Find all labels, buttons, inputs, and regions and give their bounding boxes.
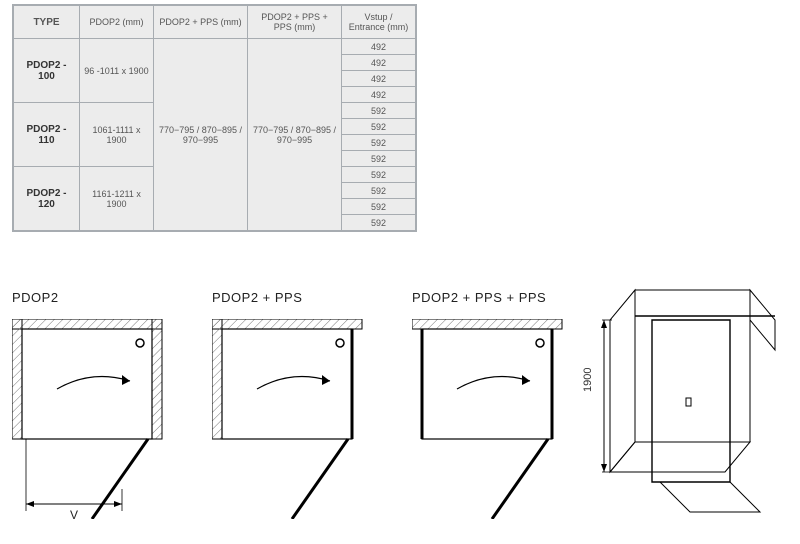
entr-cell: 492 bbox=[342, 87, 416, 103]
entr-cell: 492 bbox=[342, 71, 416, 87]
col-pps1: PDOP2 + PPS (mm) bbox=[154, 6, 248, 39]
diagram-label: PDOP2 + PPS bbox=[212, 290, 372, 305]
diagram-pdop2: PDOP2 bbox=[12, 290, 172, 519]
type-cell-1: PDOP2 - 110 bbox=[14, 103, 80, 167]
col-entrance: Vstup / Entrance (mm) bbox=[342, 6, 416, 39]
diagram-pdop2-pps: PDOP2 + PPS bbox=[212, 290, 372, 519]
pdop2-cell-0: 96 -1011 x 1900 bbox=[80, 39, 154, 103]
pdop2-cell-2: 1161-1211 x 1900 bbox=[80, 167, 154, 231]
entr-cell: 592 bbox=[342, 103, 416, 119]
pps1-cell: 770−795 / 870−895 / 970−995 bbox=[154, 39, 248, 231]
pdop2-cell-1: 1061-1111 x 1900 bbox=[80, 103, 154, 167]
type-cell-0: PDOP2 - 100 bbox=[14, 39, 80, 103]
plan-svg bbox=[412, 319, 572, 519]
col-type: TYPE bbox=[14, 6, 80, 39]
entr-cell: 592 bbox=[342, 167, 416, 183]
type-cell-2: PDOP2 - 120 bbox=[14, 167, 80, 231]
table-header-row: TYPE PDOP2 (mm) PDOP2 + PPS (mm) PDOP2 +… bbox=[14, 6, 416, 39]
entr-cell: 592 bbox=[342, 119, 416, 135]
col-pdop2: PDOP2 (mm) bbox=[80, 6, 154, 39]
entr-cell: 492 bbox=[342, 55, 416, 71]
iso-height-label: 1900 bbox=[582, 368, 594, 392]
col-pps2: PDOP2 + PPS + PPS (mm) bbox=[248, 6, 342, 39]
table-row: PDOP2 - 100 96 -1011 x 1900 770−795 / 87… bbox=[14, 39, 416, 55]
diagram-label: PDOP2 + PPS + PPS bbox=[412, 290, 572, 305]
diagram-isometric: 1900 bbox=[600, 280, 790, 535]
iso-svg bbox=[600, 280, 790, 530]
entr-cell: 592 bbox=[342, 199, 416, 215]
diagram-pdop2-pps-pps: PDOP2 + PPS + PPS bbox=[412, 290, 572, 519]
spec-table: TYPE PDOP2 (mm) PDOP2 + PPS (mm) PDOP2 +… bbox=[13, 5, 416, 231]
entr-cell: 592 bbox=[342, 135, 416, 151]
plan-diagrams: PDOP2 bbox=[12, 290, 572, 519]
spec-table-wrap: TYPE PDOP2 (mm) PDOP2 + PPS (mm) PDOP2 +… bbox=[12, 4, 417, 232]
entr-cell: 592 bbox=[342, 151, 416, 167]
plan-svg bbox=[12, 319, 172, 519]
plan-svg bbox=[212, 319, 372, 519]
entr-cell: 592 bbox=[342, 183, 416, 199]
diagram-label: PDOP2 bbox=[12, 290, 172, 305]
sheet: TYPE PDOP2 (mm) PDOP2 + PPS (mm) PDOP2 +… bbox=[0, 0, 800, 544]
entr-cell: 592 bbox=[342, 215, 416, 231]
pps2-cell: 770−795 / 870−895 / 970−995 bbox=[248, 39, 342, 231]
entr-cell: 492 bbox=[342, 39, 416, 55]
v-label: V bbox=[70, 508, 78, 522]
